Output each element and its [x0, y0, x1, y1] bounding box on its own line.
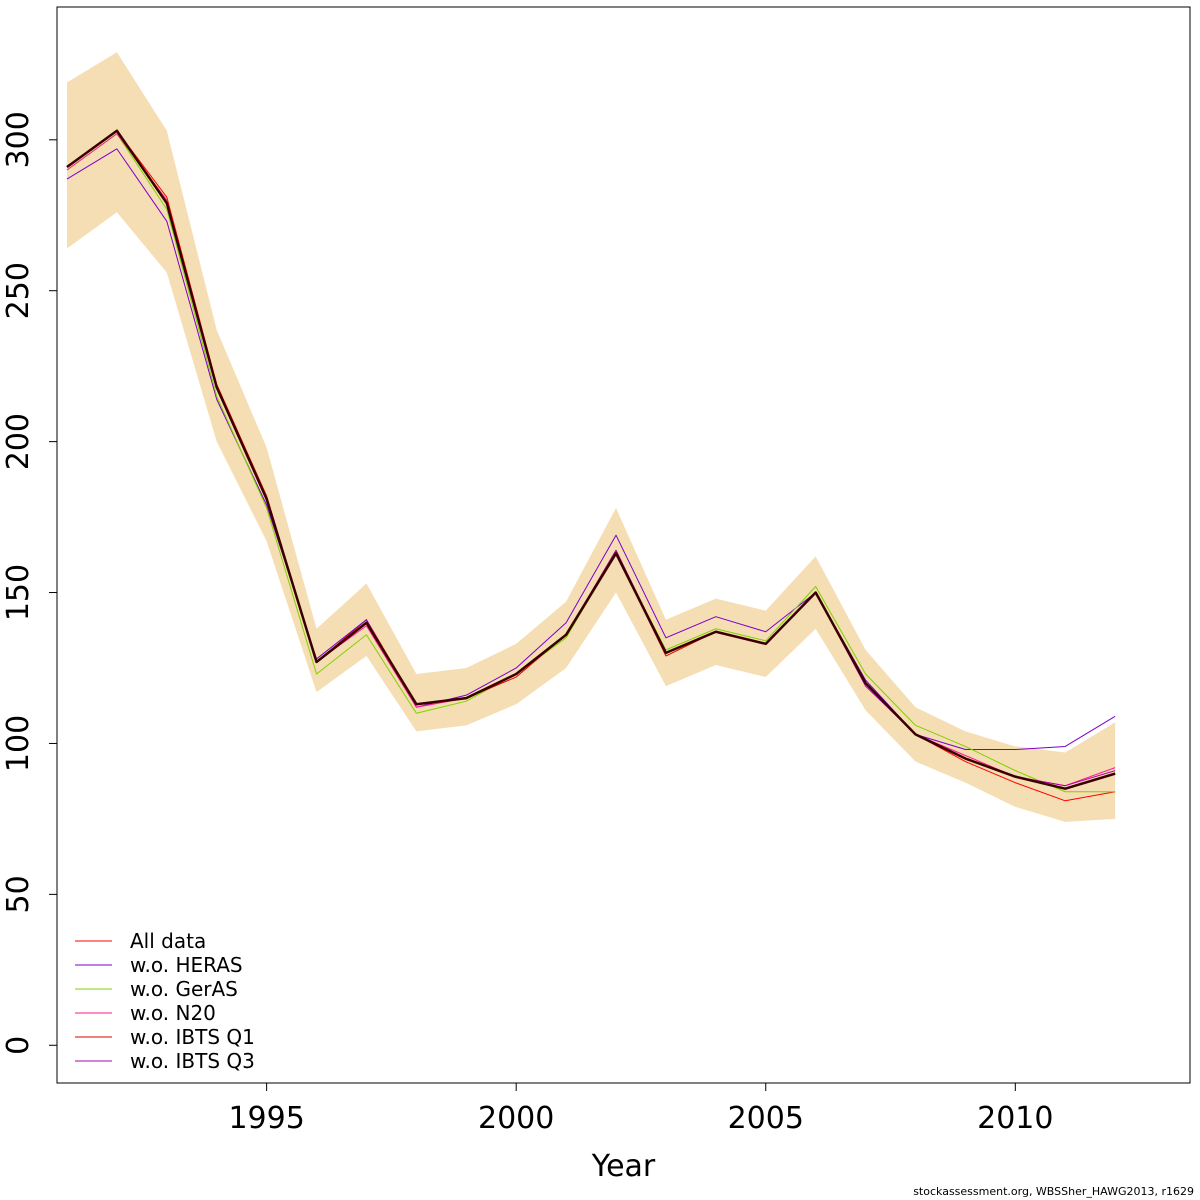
- x-tick-label: 2010: [977, 1101, 1053, 1136]
- y-tick-label: 100: [1, 715, 36, 772]
- y-tick-label: 250: [1, 262, 36, 319]
- confidence-band-layer: [66, 52, 1116, 822]
- x-tick-label: 2005: [728, 1101, 804, 1136]
- series-line-4: [66, 130, 1116, 790]
- y-tick-label: 0: [1, 1036, 36, 1055]
- y-tick-label: 300: [1, 111, 36, 168]
- y-tick-label: 150: [1, 564, 36, 621]
- x-tick-label: 1995: [228, 1101, 304, 1136]
- plot-frame: [56, 6, 1191, 1084]
- credit-footer: stockassessment.org, WBSSher_HAWG2013, r…: [913, 1185, 1194, 1198]
- confidence-band: [66, 52, 1116, 822]
- series-line-0: [66, 130, 1116, 802]
- series-line-6: [66, 129, 1116, 790]
- legend-label: w.o. IBTS Q3: [130, 1049, 255, 1073]
- x-axis-title: Year: [591, 1149, 656, 1184]
- legend-label: w.o. GerAS: [130, 977, 238, 1001]
- y-tick-label: 50: [1, 875, 36, 913]
- legend-label: w.o. N20: [130, 1001, 216, 1025]
- x-tick-label: 2000: [478, 1101, 554, 1136]
- legend-label: w.o. HERAS: [130, 953, 243, 977]
- series-line-5: [66, 130, 1116, 787]
- series-line-3: [66, 133, 1116, 787]
- series-line-2: [66, 133, 1116, 793]
- series-layer: [66, 129, 1116, 802]
- legend-label: w.o. IBTS Q1: [130, 1025, 255, 1049]
- x-axis: 1995 2000 2005 2010: [228, 1083, 1053, 1136]
- y-axis: 0 50 100 150 200 250 300: [1, 111, 57, 1055]
- y-tick-label: 200: [1, 413, 36, 470]
- legend-label: All data: [130, 929, 206, 953]
